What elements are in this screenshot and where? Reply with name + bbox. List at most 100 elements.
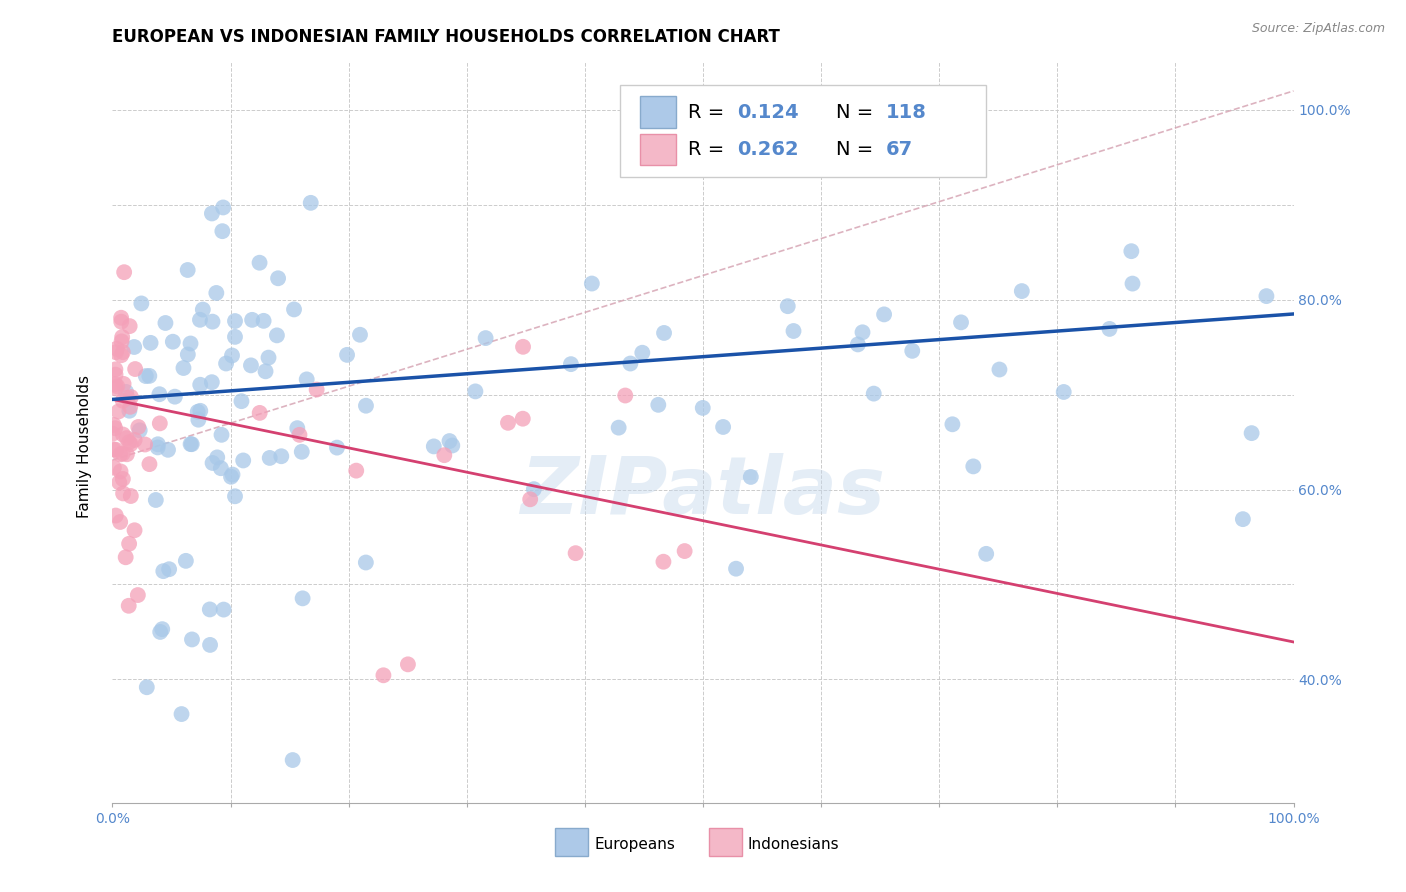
Point xyxy=(862,386,884,401)
FancyBboxPatch shape xyxy=(620,85,987,178)
FancyBboxPatch shape xyxy=(640,134,676,165)
Point xyxy=(104,508,127,523)
Point xyxy=(1053,384,1076,399)
Point xyxy=(110,310,132,325)
Point xyxy=(145,493,167,508)
Point xyxy=(692,401,714,415)
Point xyxy=(209,461,232,475)
Point xyxy=(111,393,134,408)
Point xyxy=(396,657,419,672)
Point xyxy=(652,555,675,569)
Point xyxy=(512,340,534,354)
Point xyxy=(180,437,202,451)
Point xyxy=(101,426,124,441)
Point xyxy=(239,359,262,373)
Point xyxy=(211,427,233,442)
Point xyxy=(128,423,150,437)
Point xyxy=(187,413,209,427)
Point xyxy=(104,381,127,395)
Point xyxy=(212,602,235,616)
Point xyxy=(215,356,238,370)
Point xyxy=(104,442,127,457)
Point xyxy=(108,515,131,529)
FancyBboxPatch shape xyxy=(640,96,676,128)
Point xyxy=(281,753,304,767)
Point xyxy=(103,460,125,475)
Point xyxy=(152,564,174,578)
Text: Europeans: Europeans xyxy=(595,837,675,852)
Point xyxy=(336,348,359,362)
Point xyxy=(224,330,246,344)
Point xyxy=(305,383,328,397)
Point xyxy=(149,624,172,639)
Point xyxy=(512,411,534,425)
Point xyxy=(647,398,669,412)
Point xyxy=(631,345,654,359)
Point xyxy=(180,437,202,451)
Point xyxy=(224,489,246,503)
Point xyxy=(162,334,184,349)
Text: R =: R = xyxy=(688,103,730,121)
Point xyxy=(118,537,141,551)
Point xyxy=(1232,512,1254,526)
Point xyxy=(354,556,377,570)
Point xyxy=(120,390,142,404)
Point xyxy=(198,638,221,652)
Point xyxy=(441,438,464,452)
Point xyxy=(1121,277,1143,291)
Point xyxy=(188,404,211,418)
Text: Indonesians: Indonesians xyxy=(748,837,839,852)
Point xyxy=(155,316,177,330)
Point xyxy=(135,369,157,384)
Point xyxy=(124,523,146,537)
Point xyxy=(221,349,243,363)
Point xyxy=(285,421,308,435)
Point xyxy=(1011,284,1033,298)
Point xyxy=(519,492,541,507)
Point xyxy=(112,376,135,391)
Point xyxy=(172,361,194,376)
Text: 67: 67 xyxy=(886,139,912,159)
Point xyxy=(711,420,734,434)
Point xyxy=(138,368,160,383)
Point xyxy=(254,364,277,378)
Point xyxy=(740,470,762,484)
Point xyxy=(846,337,869,351)
Point xyxy=(373,668,395,682)
Point xyxy=(614,388,637,402)
Point xyxy=(240,313,263,327)
Point xyxy=(782,324,804,338)
Point xyxy=(104,377,127,392)
Point xyxy=(776,299,799,313)
Point xyxy=(156,442,179,457)
Point xyxy=(187,405,209,419)
Point xyxy=(211,224,233,238)
Point xyxy=(131,296,153,310)
Point xyxy=(295,372,318,386)
Point xyxy=(201,315,224,329)
Point xyxy=(104,345,127,359)
Point xyxy=(941,417,963,432)
Point xyxy=(148,387,170,401)
Point xyxy=(105,342,128,356)
Point xyxy=(135,680,157,694)
Point xyxy=(112,486,135,500)
Point xyxy=(291,444,314,458)
Point xyxy=(150,622,173,636)
Point xyxy=(114,550,136,565)
Point xyxy=(110,334,132,349)
Text: 0.262: 0.262 xyxy=(737,139,799,159)
Point xyxy=(523,482,546,496)
Point xyxy=(619,357,641,371)
Text: EUROPEAN VS INDONESIAN FAMILY HOUSEHOLDS CORRELATION CHART: EUROPEAN VS INDONESIAN FAMILY HOUSEHOLDS… xyxy=(112,28,780,45)
Point xyxy=(118,319,141,334)
Text: 0.124: 0.124 xyxy=(737,103,799,121)
Point xyxy=(270,449,292,463)
Point xyxy=(107,404,129,418)
Point xyxy=(673,544,696,558)
Point xyxy=(163,390,186,404)
Point xyxy=(110,348,132,362)
Point xyxy=(108,475,131,490)
Point xyxy=(581,277,603,291)
Point xyxy=(146,437,169,451)
